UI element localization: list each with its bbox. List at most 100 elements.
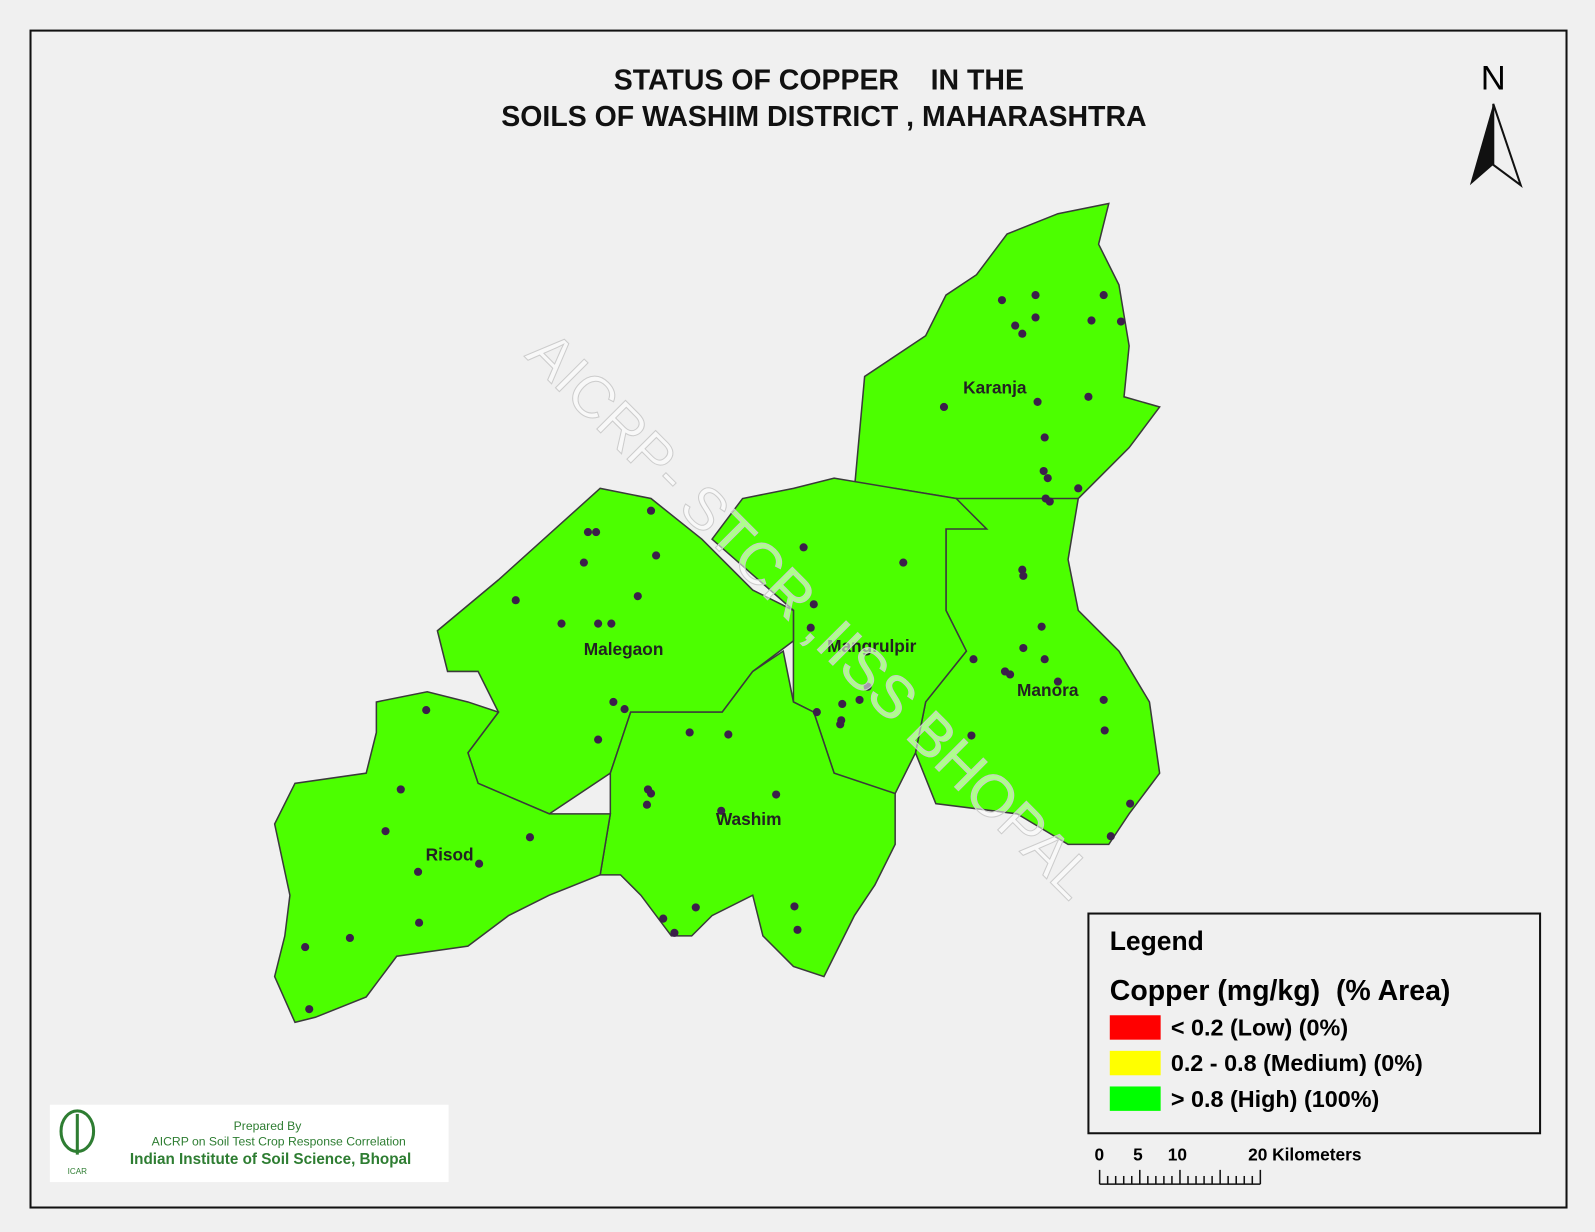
district-label: Malegaon <box>584 639 664 659</box>
district-washim <box>599 649 896 978</box>
legend-swatch <box>1109 1086 1161 1111</box>
sample-point <box>1045 497 1054 506</box>
sample-point <box>607 619 616 628</box>
sample-point <box>633 592 642 601</box>
sample-point <box>646 506 656 515</box>
legend-items: < 0.2 (Low) (0%) 0.2 - 0.8 (Medium) (0%) >… <box>1109 1015 1423 1112</box>
sample-point <box>1100 726 1109 735</box>
sample-point <box>579 558 588 567</box>
sample-point <box>1116 317 1126 326</box>
district-label: Washim <box>716 809 782 829</box>
svg-text:ICAR: ICAR <box>68 1167 88 1176</box>
sample-point <box>1106 832 1115 841</box>
credits-line: Indian Institute of Soil Science, Bhopal <box>130 1151 411 1168</box>
sample-point <box>1087 316 1096 325</box>
sample-point <box>790 902 799 911</box>
district-risod <box>273 691 612 1024</box>
sample-point <box>1033 397 1042 406</box>
title: STATUS OF COPPER IN THE <box>614 65 1024 97</box>
sample-point <box>1031 290 1040 300</box>
frame <box>29 29 1568 1209</box>
sample-point <box>1039 466 1048 476</box>
sample-point <box>1053 677 1062 686</box>
district-label: Manora <box>1017 680 1079 700</box>
sample-point <box>685 728 694 737</box>
district-label: Karanja <box>963 378 1027 398</box>
sample-point <box>1019 571 1028 580</box>
sample-point <box>652 551 661 560</box>
sample-point <box>301 943 310 952</box>
sample-point <box>772 790 781 799</box>
credits-line: AICRP on Soil Test Crop Response Correla… <box>152 1134 406 1148</box>
sample-points <box>301 290 1135 1014</box>
sample-point <box>899 558 908 567</box>
sample-point <box>1037 622 1046 631</box>
sample-point <box>939 402 949 412</box>
sample-point <box>1099 290 1108 300</box>
sample-point <box>583 528 593 537</box>
sample-point <box>646 789 656 798</box>
sample-point <box>642 800 652 809</box>
legend-label: < 0.2 (Low) (0%) <box>1171 1015 1348 1041</box>
sample-point <box>863 682 872 691</box>
credits-box <box>49 1104 449 1183</box>
sample-point <box>1099 695 1108 704</box>
sample-point <box>1040 433 1049 442</box>
sample-point <box>799 543 808 552</box>
sample-point <box>836 720 845 729</box>
sample-point <box>1040 655 1049 664</box>
legend-box <box>1087 912 1542 1135</box>
sample-point <box>305 1005 314 1014</box>
scale-bar <box>1098 1169 1262 1185</box>
scale-label: 0 <box>1095 1145 1105 1165</box>
sample-point <box>1031 313 1040 322</box>
sample-point <box>997 296 1007 305</box>
legend-swatch <box>1109 1015 1161 1040</box>
sample-point <box>717 806 726 815</box>
sample-point <box>855 695 864 704</box>
sample-point <box>812 708 821 717</box>
districts <box>273 202 1161 1024</box>
title: SOILS OF WASHIM DISTRICT , MAHARASHTRA <box>501 101 1146 133</box>
sample-point <box>670 928 679 937</box>
district-label: Mangrulpir <box>827 636 917 656</box>
sample-point <box>806 623 815 632</box>
sample-point <box>345 933 354 943</box>
sample-point <box>793 925 802 934</box>
sample-point <box>414 867 423 876</box>
north-arrow <box>1492 103 1523 188</box>
sample-point <box>592 528 601 537</box>
north-label: N <box>1481 60 1506 98</box>
legend-swatch <box>1109 1050 1161 1076</box>
sample-point <box>415 918 424 927</box>
sample-point <box>422 706 431 715</box>
sample-point <box>594 735 603 744</box>
sample-point <box>511 596 520 605</box>
district-label: Risod <box>426 845 474 865</box>
legend-label: 0.2 - 0.8 (Medium) (0%) <box>1171 1050 1423 1076</box>
legend-subtitle: Copper (mg/kg) (% Area) <box>1110 975 1451 1007</box>
sample-point <box>969 655 978 664</box>
sample-point <box>594 619 603 628</box>
sample-point <box>838 699 847 709</box>
sample-point <box>1006 670 1015 679</box>
sample-point <box>557 619 566 628</box>
sample-point <box>1074 484 1083 493</box>
sample-point <box>691 903 700 912</box>
scale-label: 5 <box>1133 1145 1143 1165</box>
sample-point <box>620 705 629 714</box>
credits-line: Prepared By <box>234 1119 303 1133</box>
logo: ICAR <box>59 1109 96 1176</box>
sample-point <box>381 827 390 836</box>
sample-point <box>659 914 668 923</box>
sample-point <box>1019 643 1028 653</box>
sample-point <box>475 859 484 868</box>
sample-point <box>1084 392 1093 401</box>
legend-label: > 0.8 (High) (100%) <box>1171 1086 1379 1112</box>
sample-point <box>809 600 818 609</box>
sample-point <box>1018 565 1027 574</box>
sample-point <box>967 731 976 740</box>
sample-point <box>609 697 618 707</box>
